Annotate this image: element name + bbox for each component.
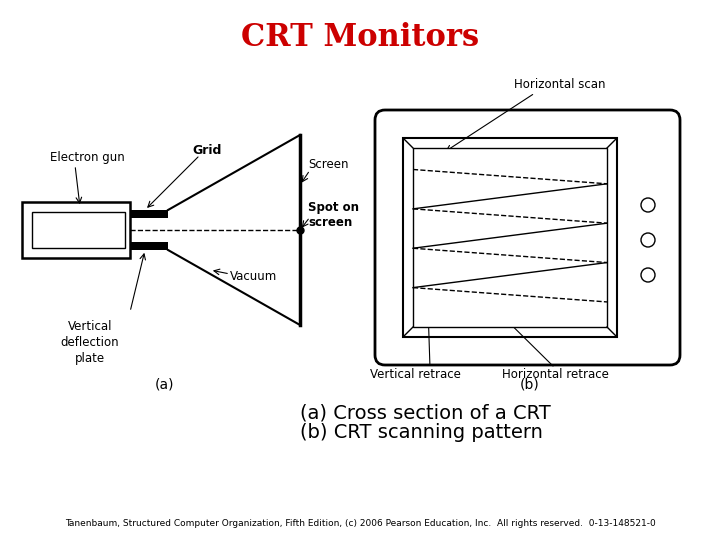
Text: Vacuum: Vacuum xyxy=(230,271,277,284)
Text: Tanenbaum, Structured Computer Organization, Fifth Edition, (c) 2006 Pearson Edu: Tanenbaum, Structured Computer Organizat… xyxy=(65,519,655,528)
Text: Grid: Grid xyxy=(192,144,221,157)
Text: Horizontal retrace: Horizontal retrace xyxy=(502,368,608,381)
Circle shape xyxy=(641,268,655,282)
Text: Electron gun: Electron gun xyxy=(50,152,125,165)
FancyBboxPatch shape xyxy=(375,110,680,365)
Bar xyxy=(130,242,168,250)
Bar xyxy=(130,210,168,218)
Bar xyxy=(32,212,125,248)
Text: (a) Cross section of a CRT: (a) Cross section of a CRT xyxy=(300,403,551,422)
Text: (a): (a) xyxy=(156,378,175,392)
Bar xyxy=(22,202,130,258)
Text: CRT Monitors: CRT Monitors xyxy=(241,22,479,53)
Text: (b) CRT scanning pattern: (b) CRT scanning pattern xyxy=(300,423,543,442)
Text: Horizontal scan: Horizontal scan xyxy=(514,78,606,91)
Circle shape xyxy=(641,233,655,247)
Text: Spot on
screen: Spot on screen xyxy=(308,200,359,230)
Text: Vertical
deflection
plate: Vertical deflection plate xyxy=(60,320,120,365)
Bar xyxy=(413,148,607,327)
Text: Vertical retrace: Vertical retrace xyxy=(369,368,460,381)
Text: Screen: Screen xyxy=(308,159,348,172)
Bar xyxy=(403,138,617,337)
Circle shape xyxy=(641,198,655,212)
Text: (b): (b) xyxy=(520,378,540,392)
